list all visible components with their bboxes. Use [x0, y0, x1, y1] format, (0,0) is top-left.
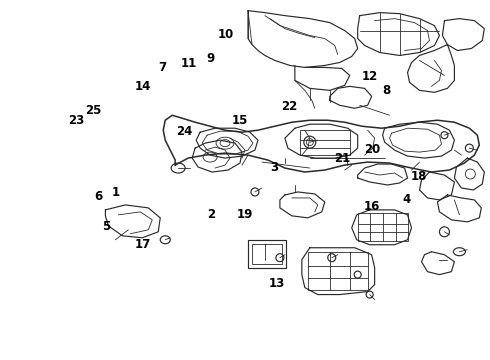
Text: 13: 13 — [269, 278, 285, 291]
Bar — [358, 213, 408, 241]
Text: 21: 21 — [335, 152, 351, 165]
Bar — [300, 130, 350, 155]
Text: 6: 6 — [94, 190, 102, 203]
Text: 3: 3 — [270, 161, 278, 174]
Text: 9: 9 — [207, 51, 215, 64]
Text: 17: 17 — [134, 238, 150, 251]
Bar — [248, 240, 286, 268]
Text: 18: 18 — [410, 170, 427, 183]
Text: 1: 1 — [111, 186, 120, 199]
Text: 8: 8 — [383, 84, 391, 97]
Bar — [252, 244, 282, 264]
Text: 4: 4 — [402, 193, 410, 206]
Text: 5: 5 — [101, 220, 110, 233]
Text: 22: 22 — [281, 100, 297, 113]
Text: 15: 15 — [232, 114, 248, 127]
Text: 20: 20 — [364, 143, 380, 156]
Text: 25: 25 — [85, 104, 102, 117]
Text: 24: 24 — [176, 125, 192, 138]
Text: 10: 10 — [218, 28, 234, 41]
Text: 23: 23 — [68, 114, 85, 127]
Text: 14: 14 — [134, 80, 150, 93]
Bar — [308, 252, 368, 289]
Text: 12: 12 — [362, 69, 378, 82]
Text: 16: 16 — [364, 201, 380, 213]
Text: 11: 11 — [181, 57, 197, 70]
Text: 7: 7 — [158, 60, 166, 73]
Text: 19: 19 — [237, 208, 253, 221]
Text: 2: 2 — [207, 208, 215, 221]
